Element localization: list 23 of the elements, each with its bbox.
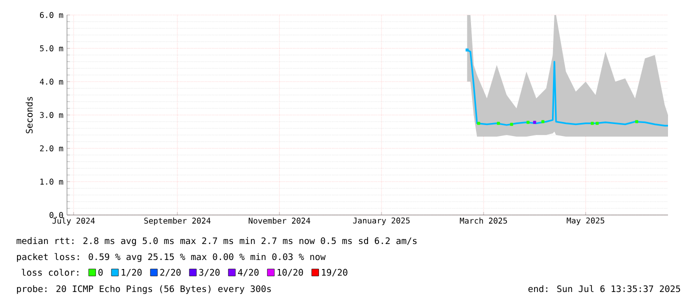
point <box>526 120 530 124</box>
legend-label: 10/20 <box>278 268 303 276</box>
point <box>590 122 594 125</box>
legend-label: 4/20 <box>238 268 259 276</box>
point <box>496 122 500 125</box>
point <box>510 122 514 126</box>
y-axis-title: Seconds <box>26 96 33 134</box>
point <box>541 120 544 124</box>
legend-label: 3/20 <box>199 268 220 276</box>
point <box>533 120 536 124</box>
text: median rtt: 2.8 ms avg 5.0 ms max 2.7 ms min 2.7 ms now 0.5 ms sd 6.2 am/s <box>16 237 417 246</box>
legend-label: 0 <box>98 268 103 276</box>
legend-label: 1/20 <box>122 268 142 276</box>
legend-label: 2/20 <box>160 268 181 276</box>
legend-title: loss color: <box>22 268 78 276</box>
point <box>596 122 599 125</box>
text: probe: 20 ICMP Echo Pings (56 Bytes) every 300s <box>17 285 271 294</box>
point <box>635 120 638 124</box>
point <box>477 122 480 125</box>
legend-label: 19/20 <box>322 268 348 276</box>
text: packet loss: 0.59 % avg 25.15 % max 0.00 % min 0.03 % now <box>17 253 326 262</box>
point <box>466 48 469 52</box>
text: end: Sun Jul 6 13:35:37 2025 <box>528 285 680 292</box>
